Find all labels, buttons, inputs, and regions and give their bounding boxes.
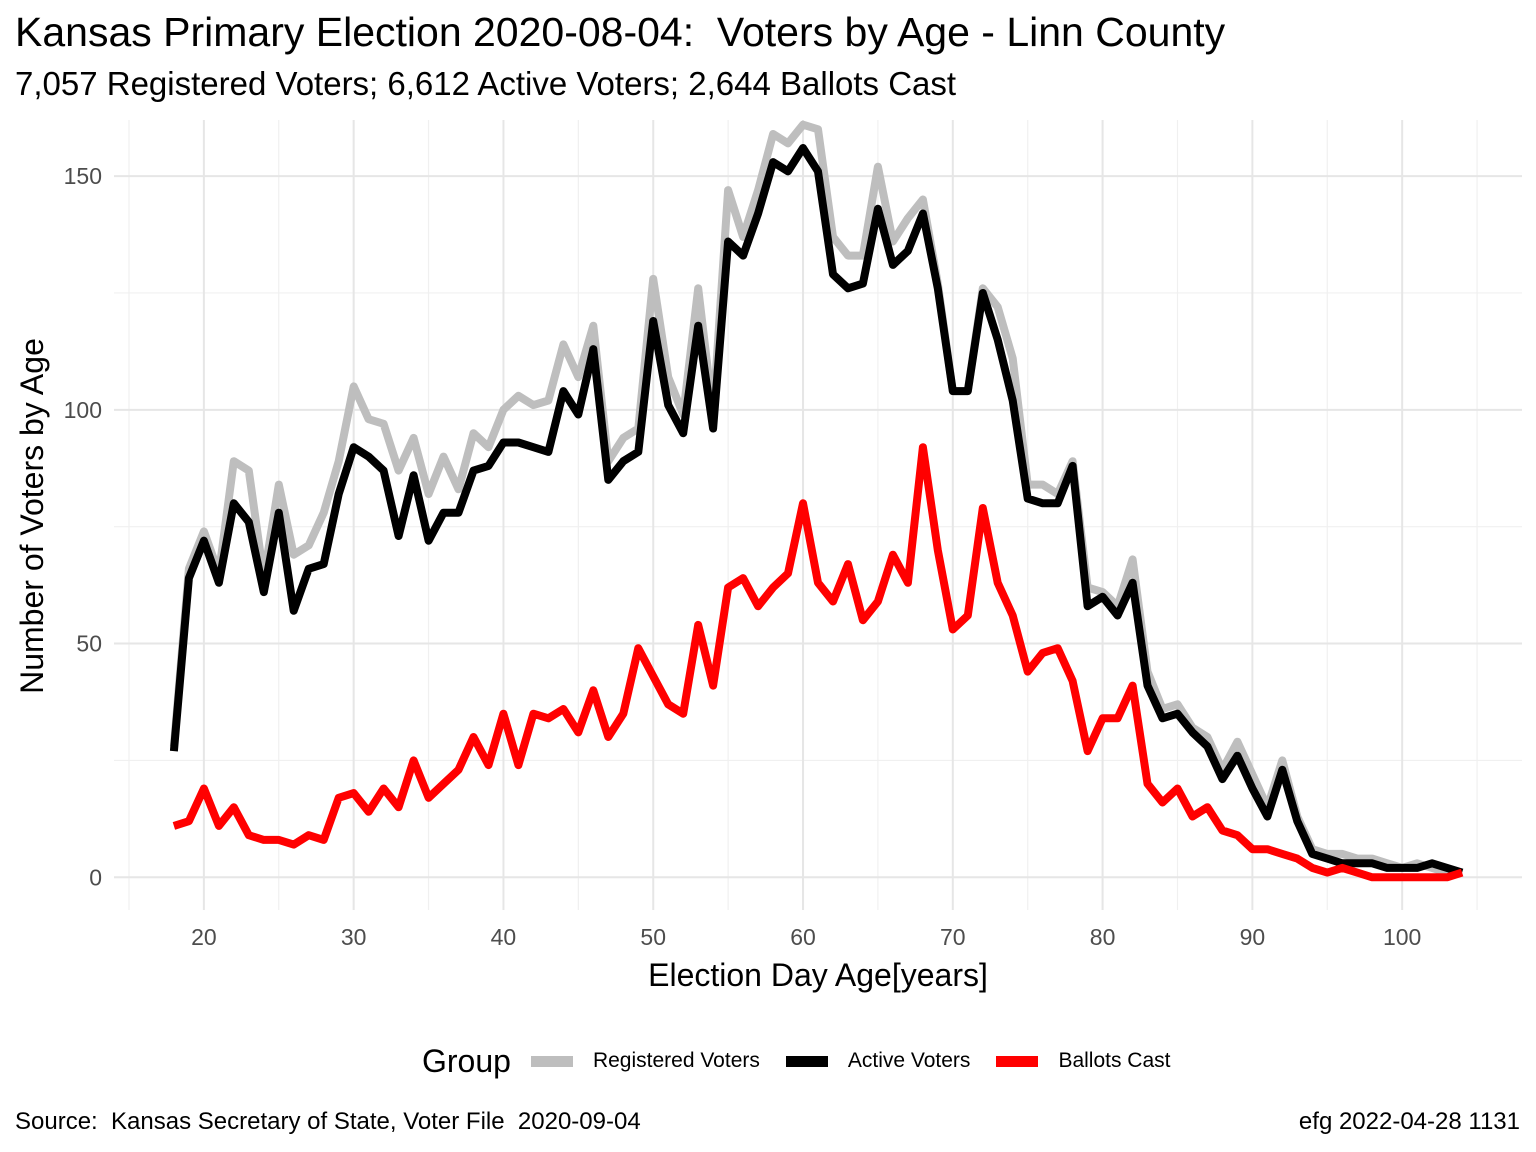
legend-label: Registered Voters xyxy=(592,1049,760,1072)
x-tick-label: 30 xyxy=(341,924,367,950)
author-caption: efg 2022-04-28 1131 xyxy=(1298,1108,1520,1135)
x-tick-label: 20 xyxy=(191,924,217,950)
x-tick-label: 100 xyxy=(1383,924,1421,950)
legend-item: Registered Voters xyxy=(530,1049,760,1073)
legend-swatch xyxy=(530,1055,573,1067)
x-tick-label: 40 xyxy=(491,924,517,950)
x-tick-label: 90 xyxy=(1240,924,1266,950)
series-line-ballots-cast xyxy=(172,443,1464,882)
legend-item: Ballots Cast xyxy=(996,1049,1170,1073)
series-line-registered-voters xyxy=(169,120,1463,877)
x-axis-title: Election Day Age[years] xyxy=(648,957,988,993)
x-tick-label: 70 xyxy=(940,924,966,950)
chart-title: Kansas Primary Election 2020-08-04: Vote… xyxy=(15,9,1226,55)
legend-swatch xyxy=(996,1055,1039,1067)
y-tick-label: 50 xyxy=(76,631,102,657)
x-tick-label: 60 xyxy=(790,924,816,950)
series-line-active-voters xyxy=(169,144,1464,877)
legend-label: Active Voters xyxy=(847,1049,971,1072)
series-lines xyxy=(169,120,1464,882)
source-caption: Source: Kansas Secretary of State, Voter… xyxy=(15,1108,641,1135)
x-tick-label: 50 xyxy=(640,924,666,950)
y-tick-label: 100 xyxy=(64,397,102,423)
legend: Group Registered Voters Active Voters Ball… xyxy=(0,1036,1536,1086)
y-tick-label: 150 xyxy=(64,163,102,189)
chart-subtitle: 7,057 Registered Voters; 6,612 Active Vo… xyxy=(15,65,957,102)
legend-swatch xyxy=(785,1055,828,1067)
legend-title: Group xyxy=(422,1042,511,1079)
y-tick-label: 0 xyxy=(89,864,102,890)
tick-labels: 20 30 40 50 60 70 80 90 100 0 50 100 150 xyxy=(64,163,1422,950)
x-tick-label: 80 xyxy=(1090,924,1116,950)
legend-label: Ballots Cast xyxy=(1058,1049,1171,1072)
y-axis-title: Number of Voters by Age xyxy=(14,338,50,694)
line-chart: 20 30 40 50 60 70 80 90 100 0 50 100 150 Election Da… xyxy=(14,120,1522,993)
legend-item: Active Voters xyxy=(785,1049,971,1073)
